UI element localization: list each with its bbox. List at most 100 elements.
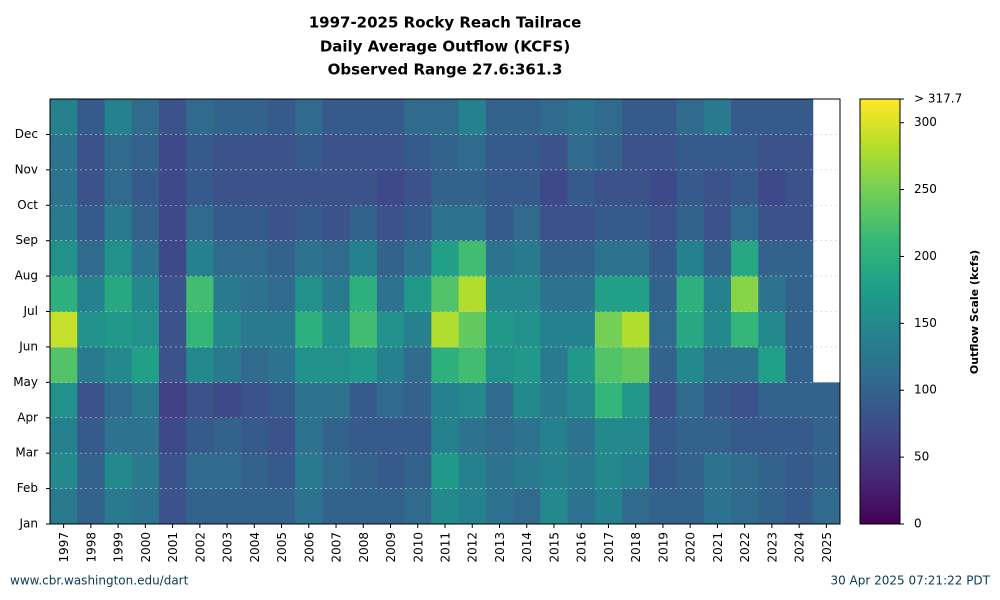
colorbar-segment xyxy=(860,451,900,457)
cell xyxy=(622,311,650,348)
cell xyxy=(703,240,732,277)
x-tick-label: 2021 xyxy=(711,532,725,563)
cell xyxy=(622,453,650,490)
cell xyxy=(376,134,405,171)
cell xyxy=(676,99,705,135)
cell xyxy=(676,311,705,348)
cell xyxy=(131,382,160,419)
colorbar-segment xyxy=(860,209,900,215)
x-tick-label: 2016 xyxy=(575,532,589,563)
colorbar-segment xyxy=(860,332,900,338)
cell xyxy=(50,169,78,206)
cell xyxy=(758,488,787,525)
cell xyxy=(622,276,650,312)
cell xyxy=(186,453,214,490)
colorbar-segment xyxy=(860,162,900,168)
cell xyxy=(295,240,323,277)
colorbar-segment xyxy=(860,320,900,325)
cell xyxy=(758,453,787,490)
cell xyxy=(622,346,650,383)
colorbar-segment xyxy=(860,133,900,138)
cell xyxy=(567,311,596,348)
cell xyxy=(513,382,541,419)
cell xyxy=(594,169,623,206)
cell xyxy=(649,99,678,135)
colorbar-segment xyxy=(860,290,900,295)
cell xyxy=(485,382,514,419)
cell xyxy=(349,169,378,206)
colorbar-segment xyxy=(860,218,900,223)
cell xyxy=(731,134,759,171)
cell xyxy=(540,346,569,383)
colorbar-segment xyxy=(860,409,900,414)
cell xyxy=(758,169,787,206)
cell xyxy=(785,453,814,490)
colorbar-segment xyxy=(860,328,900,334)
colorbar-segment xyxy=(860,230,900,236)
cell xyxy=(158,240,187,277)
cell xyxy=(703,169,732,206)
cell xyxy=(649,488,678,525)
colorbar-tick-label: 250 xyxy=(914,182,937,196)
cell xyxy=(431,382,460,419)
x-tick-label: 2002 xyxy=(193,532,207,563)
cell xyxy=(594,346,623,383)
cell xyxy=(785,417,814,454)
cell xyxy=(703,488,732,525)
cell xyxy=(267,205,296,242)
cell xyxy=(213,417,242,454)
x-tick-label: 2015 xyxy=(547,532,561,563)
cell xyxy=(567,417,596,454)
cell xyxy=(540,488,569,525)
cell xyxy=(267,134,296,171)
cell xyxy=(785,276,814,312)
cell xyxy=(649,346,678,383)
cell xyxy=(812,382,841,419)
cell xyxy=(158,382,187,419)
cell xyxy=(458,382,487,419)
cell xyxy=(485,99,514,135)
colorbar-segment xyxy=(860,111,900,117)
y-tick-label: Jul xyxy=(23,304,38,318)
colorbar-segment xyxy=(860,358,900,363)
y-tick-label: Feb xyxy=(17,481,38,495)
cell xyxy=(349,205,378,242)
cell xyxy=(131,205,160,242)
colorbar-label: Outflow Scale (kcfs) xyxy=(968,250,981,374)
y-tick-label: Mar xyxy=(15,446,38,460)
cell xyxy=(485,488,514,525)
cell xyxy=(349,276,378,312)
cell xyxy=(731,240,759,277)
cell xyxy=(703,453,732,490)
colorbar-segment xyxy=(860,439,900,444)
cell xyxy=(404,417,432,454)
cell xyxy=(513,240,541,277)
cell xyxy=(513,169,541,206)
cell xyxy=(322,453,351,490)
cell xyxy=(485,169,514,206)
y-tick-label: Apr xyxy=(17,410,38,424)
cell xyxy=(431,205,460,242)
colorbar-segment xyxy=(860,494,900,499)
colorbar-segment xyxy=(860,430,900,436)
cell xyxy=(758,99,787,135)
cell xyxy=(267,382,296,419)
colorbar-tick-label: 150 xyxy=(914,316,937,330)
cell xyxy=(567,346,596,383)
x-tick-label: 2009 xyxy=(384,532,398,563)
colorbar-segment xyxy=(860,298,900,304)
cell xyxy=(812,488,841,525)
cell xyxy=(349,346,378,383)
cell xyxy=(703,417,732,454)
cell xyxy=(295,169,323,206)
cell xyxy=(104,453,133,490)
colorbar-segment xyxy=(860,294,900,300)
cell xyxy=(458,99,487,135)
colorbar-segment xyxy=(860,464,900,470)
cell xyxy=(485,240,514,277)
x-tick-label: 2004 xyxy=(248,532,262,563)
cell xyxy=(404,311,432,348)
cell xyxy=(376,99,405,135)
cell xyxy=(50,240,78,277)
cell xyxy=(540,417,569,454)
